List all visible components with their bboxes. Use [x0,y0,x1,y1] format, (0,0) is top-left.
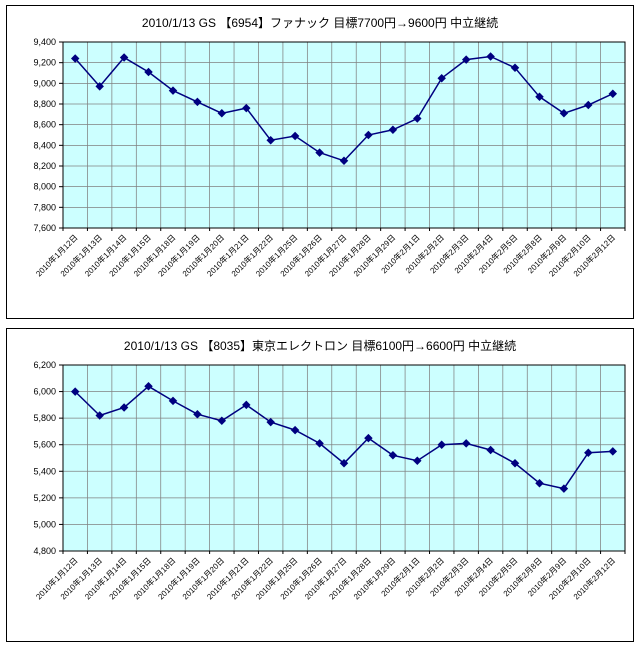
x-tick-label: 2010年1月29日 [351,232,397,278]
data-point-marker [413,456,422,465]
x-tick-label: 2010年1月19日 [156,232,202,278]
x-tick-label: 2010年2月12日 [571,555,617,601]
tokyo-electron-price-line-chart: 4,800 5,000 5,200 5,400 5,600 5,800 6,000 6,200… [33,360,626,601]
data-point-marker [95,411,104,420]
x-tick-label: 2010年1月27日 [302,555,348,601]
data-point-marker [266,135,275,145]
y-tick-label: 9,400 [33,37,56,47]
plot-area [63,42,625,228]
x-tick-label: 2010年1月13日 [58,232,104,278]
data-point-marker [388,451,398,460]
data-point-marker [290,425,300,435]
x-tick-label: 2010年1月28日 [327,232,373,278]
y-tick-label: 5,800 [33,413,56,423]
y-tick-label: 6,200 [33,360,56,370]
chart-title-fanuc: 2010/1/13 GS 【6954】ファナック 目標7700円→9600円 中… [141,16,499,30]
y-tick-label: 5,000 [33,519,56,529]
x-tick-label: 2010年1月18日 [131,232,177,278]
y-tick-label: 8,800 [33,99,56,109]
x-tick-label: 2010年1月21日 [205,555,251,601]
y-tick-label: 5,200 [33,493,56,503]
x-tick-label: 2010年1月15日 [107,555,153,601]
data-point-marker [461,439,471,448]
x-tick-label: 2010年1月20日 [180,232,226,278]
chart-panel-tokyo-electron: 2010/1/13 GS 【8035】東京エレクトロン 目標6100円→6600… [6,328,634,642]
chart-title-tokyo-electron: 2010/1/13 GS 【8035】東京エレクトロン 目標6100円→6600… [123,339,517,353]
data-point-marker [266,417,275,427]
x-tick-label: 2010年1月27日 [302,232,348,278]
x-tick-label: 2010年1月25日 [253,555,299,601]
data-point-marker [339,156,349,166]
y-tick-label: 8,000 [33,182,56,192]
data-point-marker [437,73,446,83]
y-tick-label: 5,600 [33,440,56,450]
x-tick-label: 2010年2月10日 [547,555,593,601]
plot-area [63,365,625,551]
x-tick-label: 2010年1月14日 [82,232,128,278]
data-point-marker [315,148,324,157]
x-tick-label: 2010年1月12日 [34,555,80,601]
x-tick-label: 2010年1月29日 [351,555,397,601]
data-point-marker [339,459,349,468]
y-tick-label: 8,200 [33,161,56,171]
data-point-marker [413,114,422,123]
x-tick-label: 2010年1月22日 [229,555,275,601]
x-tick-label: 2010年1月19日 [156,555,202,601]
plot-border [62,364,626,552]
y-tick-label: 7,800 [33,202,56,212]
plot-border [62,41,626,229]
y-tick-label: 9,200 [33,58,56,68]
fanuc-price-line-chart: 7,600 7,800 8,000 8,200 8,400 8,600 8,800 9,000… [33,37,626,278]
x-tick-label: 2010年1月14日 [82,555,128,601]
x-tick-label: 2010年2月12日 [571,232,617,278]
x-tick-label: 2010年1月22日 [229,232,275,278]
x-tick-label: 2010年1月26日 [278,555,324,601]
x-tick-label: 2010年1月26日 [278,232,324,278]
data-point-marker [388,125,398,135]
x-tick-label: 2010年1月12日 [34,232,80,278]
y-tick-label: 8,600 [33,120,56,130]
data-point-marker [486,445,495,455]
x-tick-label: 2010年1月15日 [107,232,153,278]
chart-panel-fanuc: 2010/1/13 GS 【6954】ファナック 目標7700円→9600円 中… [6,5,634,319]
data-point-marker [290,131,300,141]
y-tick-label: 7,600 [33,223,56,233]
data-point-marker [119,403,129,412]
y-tick-label: 5,400 [33,466,56,476]
y-tick-label: 8,400 [33,140,56,150]
data-point-marker [461,55,471,64]
y-tick-label: 6,000 [33,387,56,397]
x-tick-label: 2010年1月21日 [205,232,251,278]
data-point-marker [364,433,373,443]
x-tick-label: 2010年1月20日 [180,555,226,601]
x-tick-label: 2010年1月13日 [58,555,104,601]
x-tick-label: 2010年2月10日 [547,232,593,278]
data-point-marker [486,52,495,61]
y-tick-label: 4,800 [33,546,56,556]
y-tick-label: 9,000 [33,78,56,88]
x-tick-label: 2010年1月25日 [253,232,299,278]
x-tick-label: 2010年1月18日 [131,555,177,601]
data-point-marker [364,130,373,140]
data-point-marker [437,440,446,449]
data-point-marker [315,439,324,448]
x-tick-label: 2010年1月28日 [327,555,373,601]
